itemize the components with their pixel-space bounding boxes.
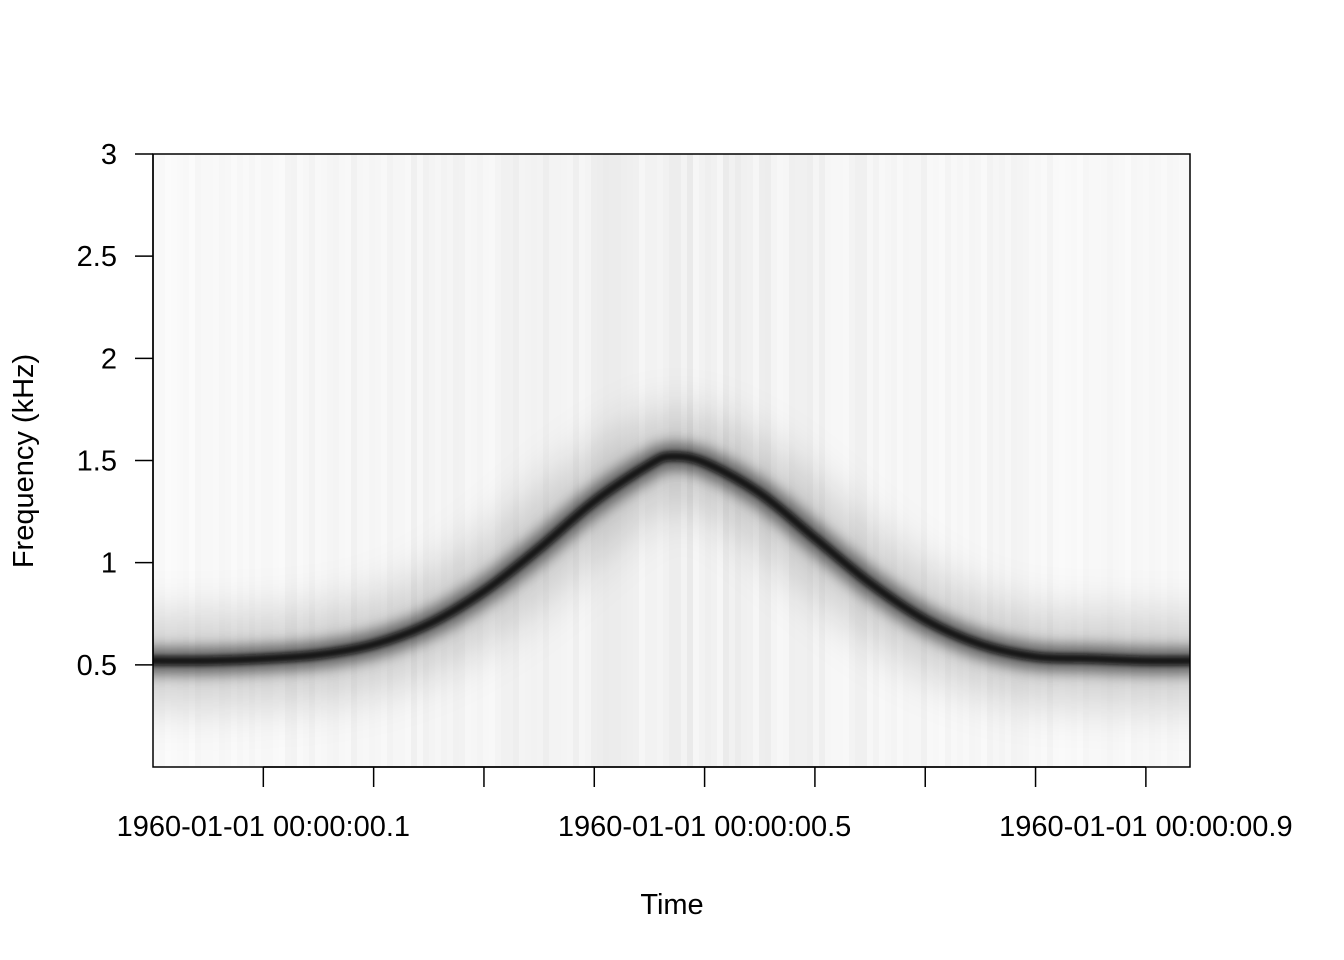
noise-stripe <box>885 154 891 767</box>
noise-stripe <box>429 154 435 767</box>
noise-stripe <box>489 154 495 767</box>
noise-stripe <box>915 154 921 767</box>
y-axis: 0.5 1 1.5 2 2.5 3 <box>77 139 154 682</box>
noise-stripe <box>1107 154 1113 767</box>
noise-stripe <box>513 154 519 767</box>
noise-stripe <box>903 154 909 767</box>
noise-stripe <box>873 154 879 767</box>
noise-stripe <box>1023 154 1029 767</box>
y-tick-label: 0.5 <box>77 650 117 682</box>
noise-stripe <box>411 154 417 767</box>
noise-stripe <box>471 154 477 767</box>
x-axis-label: Time <box>640 889 703 921</box>
noise-stripe <box>891 154 897 767</box>
plot-area <box>153 154 1190 767</box>
noise-stripe <box>897 154 903 767</box>
noise-stripe <box>567 154 573 767</box>
x-axis: 1960-01-01 00:00:00.1 1960-01-01 00:00:00… <box>117 766 1293 843</box>
noise-stripe <box>843 154 849 767</box>
noise-stripe <box>369 154 375 767</box>
x-tick-label: 1960-01-01 00:00:00.9 <box>999 811 1292 843</box>
noise-stripe <box>795 154 801 767</box>
noise-stripe <box>987 154 993 767</box>
noise-stripe <box>861 154 867 767</box>
noise-stripe <box>813 154 819 767</box>
noise-stripe <box>333 154 339 767</box>
x-tick-label: 1960-01-01 00:00:00.5 <box>558 811 851 843</box>
y-axis-label: Frequency (kHz) <box>8 354 40 568</box>
noise-stripe <box>435 154 441 767</box>
noise-stripe <box>453 154 459 767</box>
noise-stripe <box>483 154 489 767</box>
y-tick-label: 2 <box>101 343 117 375</box>
noise-stripe <box>459 154 465 767</box>
noise-stripe <box>837 154 843 767</box>
noise-stripe <box>921 154 927 767</box>
noise-stripe <box>387 154 393 767</box>
noise-stripe <box>309 154 315 767</box>
noise-stripe <box>423 154 429 767</box>
noise-stripe <box>291 154 297 767</box>
noise-stripe <box>285 154 291 767</box>
x-tick-label: 1960-01-01 00:00:00.1 <box>117 811 410 843</box>
noise-stripe <box>831 154 837 767</box>
noise-stripe <box>531 154 537 767</box>
noise-stripe <box>879 154 885 767</box>
noise-stripe <box>441 154 447 767</box>
noise-stripe <box>819 154 825 767</box>
noise-stripe <box>537 154 543 767</box>
noise-stripe <box>507 154 513 767</box>
noise-stripe <box>543 154 549 767</box>
noise-stripe <box>789 154 795 767</box>
noise-stripe <box>867 154 873 767</box>
noise-stripe <box>909 154 915 767</box>
noise-stripe <box>849 154 855 767</box>
noise-stripe <box>807 154 813 767</box>
noise-stripe <box>1047 154 1053 767</box>
noise-stripe <box>477 154 483 767</box>
y-tick-label: 1 <box>101 548 117 580</box>
y-tick-label: 1.5 <box>77 446 117 478</box>
noise-stripe <box>555 154 561 767</box>
noise-stripe <box>855 154 861 767</box>
noise-stripe <box>927 154 933 767</box>
noise-stripe <box>561 154 567 767</box>
y-tick-label: 2.5 <box>77 241 117 273</box>
ridge-core <box>153 451 1190 666</box>
noise-stripe <box>825 154 831 767</box>
noise-stripe <box>447 154 453 767</box>
noise-stripe <box>801 154 807 767</box>
noise-stripe <box>945 154 951 767</box>
noise-stripe <box>1017 154 1023 767</box>
noise-stripe <box>501 154 507 767</box>
y-tick-label: 3 <box>101 139 117 171</box>
noise-stripe <box>495 154 501 767</box>
noise-stripe <box>351 154 357 767</box>
noise-stripe <box>999 154 1005 767</box>
noise-stripe <box>519 154 525 767</box>
noise-stripe <box>465 154 471 767</box>
noise-stripe <box>1011 154 1017 767</box>
noise-stripe <box>525 154 531 767</box>
noise-stripe <box>549 154 555 767</box>
